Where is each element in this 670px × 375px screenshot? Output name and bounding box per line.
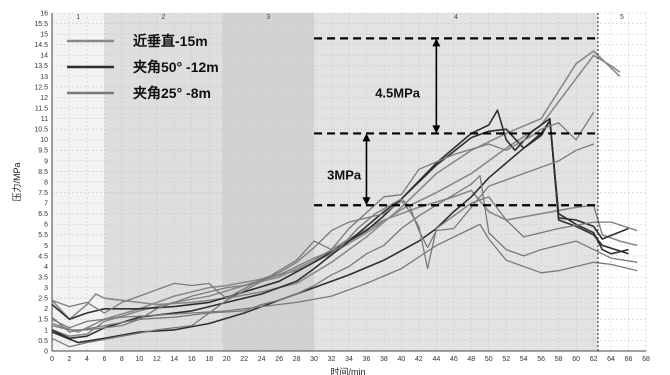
y-tick-label: 13 (40, 74, 48, 81)
x-tick-label: 44 (432, 356, 440, 363)
x-tick-label: 42 (415, 356, 423, 363)
x-tick-label: 28 (293, 356, 301, 363)
y-tick-label: 4.5 (38, 253, 48, 260)
y-tick-label: 8 (44, 179, 48, 186)
y-tick-label: 9.5 (38, 148, 48, 155)
series-3-line-3 (51, 196, 638, 314)
x-tick-label: 34 (345, 356, 353, 363)
y-tick-label: 1.5 (38, 317, 48, 324)
y-tick-label: 13.5 (34, 63, 48, 70)
annotations: 4.5MPa 3MPa (327, 38, 441, 206)
y-tick-label: 2.5 (38, 296, 48, 303)
y-tick-label: 14 (40, 53, 48, 60)
y-tick-label: 4 (44, 264, 48, 271)
y-axis-title: 压力/MPa (11, 162, 22, 201)
x-tick-label: 48 (467, 356, 475, 363)
x-tick-label: 66 (625, 356, 633, 363)
x-tick-label: 14 (170, 356, 178, 363)
x-tick-label: 68 (642, 356, 650, 363)
y-tick-label: 11 (41, 116, 48, 123)
x-tick-label: 52 (502, 356, 510, 363)
x-tick-label: 8 (120, 356, 124, 363)
series-1-line-2 (51, 54, 621, 333)
x-tick-label: 30 (310, 356, 318, 363)
y-tick-label: 5 (44, 243, 48, 250)
x-tick-label: 32 (328, 356, 336, 363)
axes: 00.511.522.533.544.555.566.577.588.599.5… (34, 10, 650, 363)
series-2-line-3 (51, 119, 629, 344)
x-tick-label: 54 (520, 356, 528, 363)
y-tick-label: 2 (44, 306, 48, 313)
legend-label-1: 近垂直-15m (133, 33, 208, 49)
stage-label: 1 (76, 14, 80, 21)
y-tick-label: 7 (44, 201, 48, 208)
x-tick-label: 18 (205, 356, 213, 363)
y-tick-label: 0 (44, 348, 48, 355)
x-tick-label: 12 (153, 356, 161, 363)
x-tick-label: 20 (223, 356, 231, 363)
y-tick-label: 14.5 (34, 42, 48, 49)
x-tick-label: 4 (85, 356, 89, 363)
x-axis-title: 时间/min (330, 366, 365, 375)
x-tick-label: 6 (102, 356, 106, 363)
legend-label-3: 夹角25° -8m (133, 85, 211, 101)
stage-label: 4 (454, 14, 458, 21)
x-tick-label: 0 (50, 356, 54, 363)
arrow-head-up (432, 38, 441, 47)
series-1-line-1 (51, 50, 621, 321)
x-tick-label: 40 (398, 356, 406, 363)
annotation-label-1: 4.5MPa (375, 85, 421, 100)
x-tick-label: 50 (485, 356, 493, 363)
x-tick-label: 26 (275, 356, 283, 363)
legend: 近垂直-15m 夹角50° -12m 夹角25° -8m (67, 33, 219, 101)
x-tick-label: 58 (555, 356, 563, 363)
y-tick-label: 11.5 (35, 105, 48, 112)
stage-label: 2 (161, 14, 165, 21)
y-tick-label: 10 (40, 137, 48, 144)
y-tick-label: 6 (44, 222, 48, 229)
x-tick-label: 64 (607, 356, 615, 363)
legend-label-2: 夹角50° -12m (133, 59, 219, 75)
x-tick-label: 10 (135, 356, 143, 363)
stage-label: 5 (620, 14, 624, 21)
y-tick-label: 7.5 (38, 190, 48, 197)
x-tick-label: 22 (240, 356, 248, 363)
x-tick-label: 62 (590, 356, 598, 363)
reference-lines (314, 13, 599, 351)
y-tick-label: 6.5 (38, 211, 48, 218)
y-tick-label: 12 (40, 95, 48, 102)
y-tick-label: 10.5 (34, 127, 48, 134)
arrow-head-down (432, 125, 441, 134)
y-tick-label: 15 (40, 32, 48, 39)
stage-label: 3 (266, 14, 270, 21)
y-tick-label: 12.5 (34, 84, 48, 91)
x-tick-label: 46 (450, 356, 458, 363)
x-tick-label: 60 (572, 356, 580, 363)
x-tick-label: 56 (537, 356, 545, 363)
x-tick-label: 36 (363, 356, 371, 363)
x-tick-label: 38 (380, 356, 388, 363)
y-tick-label: 5.5 (38, 232, 48, 239)
y-tick-label: 9 (44, 158, 48, 165)
series-3-line-5 (51, 223, 638, 329)
y-tick-label: 3 (44, 285, 48, 292)
arrow-head-up (362, 133, 371, 142)
annotation-label-2: 3MPa (327, 168, 362, 183)
y-tick-label: 16 (40, 10, 48, 17)
y-tick-label: 0.5 (38, 338, 48, 345)
arrow-head-down (362, 197, 371, 206)
series-3-line-2 (51, 143, 594, 331)
y-tick-label: 1 (44, 327, 48, 334)
x-tick-label: 2 (68, 356, 72, 363)
y-tick-label: 8.5 (38, 169, 48, 176)
series-1-line-3 (51, 189, 638, 337)
y-tick-label: 3.5 (38, 274, 48, 281)
series-3-line-4 (51, 175, 638, 333)
x-tick-label: 16 (188, 356, 196, 363)
x-tick-label: 24 (258, 356, 266, 363)
y-tick-label: 15.5 (34, 21, 48, 28)
